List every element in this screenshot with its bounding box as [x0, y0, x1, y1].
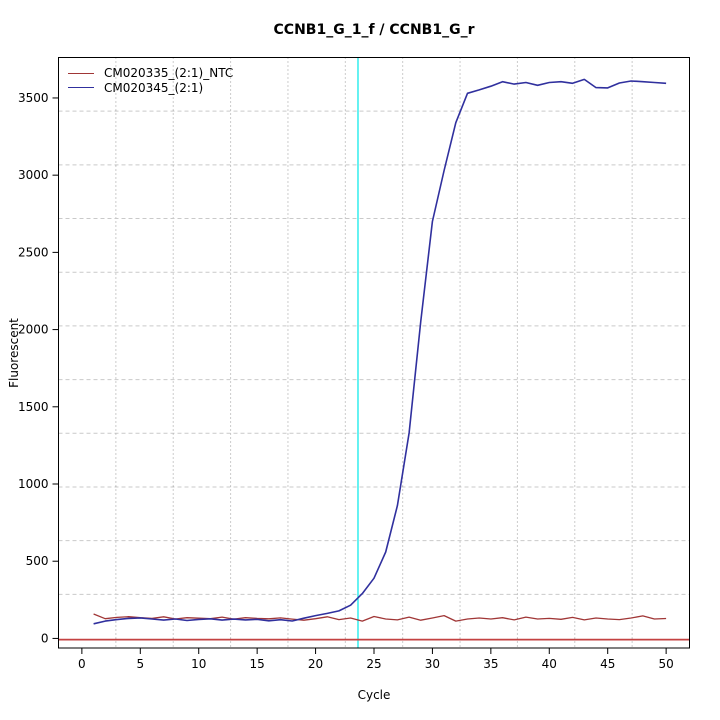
- x-tick-label: 25: [366, 657, 381, 671]
- legend-label: CM020335_(2:1)_NTC: [104, 66, 234, 81]
- plot-box: [58, 57, 690, 649]
- series-line-CM020345_(2:1): [93, 78, 667, 625]
- x-tick-label: 45: [600, 657, 615, 671]
- x-axis-label: Cycle: [357, 688, 391, 702]
- x-tick-label: 50: [658, 657, 673, 671]
- chart-title: CCNB1_G_1_f / CCNB1_G_r: [273, 22, 475, 38]
- x-tick-label: 35: [483, 657, 498, 671]
- y-tick-label: 3500: [18, 91, 49, 105]
- x-tick-label: 15: [250, 657, 265, 671]
- x-tick-label: 5: [136, 657, 144, 671]
- y-tick-label: 2500: [18, 245, 49, 259]
- y-tick-label: 2000: [18, 323, 49, 337]
- legend: CM020335_(2:1)_NTC CM020345_(2:1): [68, 66, 233, 95]
- x-tick-label: 40: [542, 657, 557, 671]
- legend-line-sample: [68, 87, 94, 89]
- legend-label: CM020345_(2:1): [104, 80, 204, 95]
- x-tick-label: 0: [78, 657, 86, 671]
- y-tick-label: 500: [26, 554, 49, 568]
- y-tick-label: 1500: [18, 400, 49, 414]
- legend-line-sample: [68, 72, 94, 74]
- y-tick-label: 1000: [18, 477, 49, 491]
- series-line-CM020335_(2:1)_NTC: [93, 613, 667, 622]
- x-tick-label: 10: [191, 657, 206, 671]
- legend-item: CM020345_(2:1): [68, 81, 233, 96]
- y-tick-label: 3000: [18, 168, 49, 182]
- x-tick-label: 20: [308, 657, 323, 671]
- x-tick-label: 30: [425, 657, 440, 671]
- y-tick-label: 0: [41, 631, 49, 645]
- legend-item: CM020335_(2:1)_NTC: [68, 66, 233, 81]
